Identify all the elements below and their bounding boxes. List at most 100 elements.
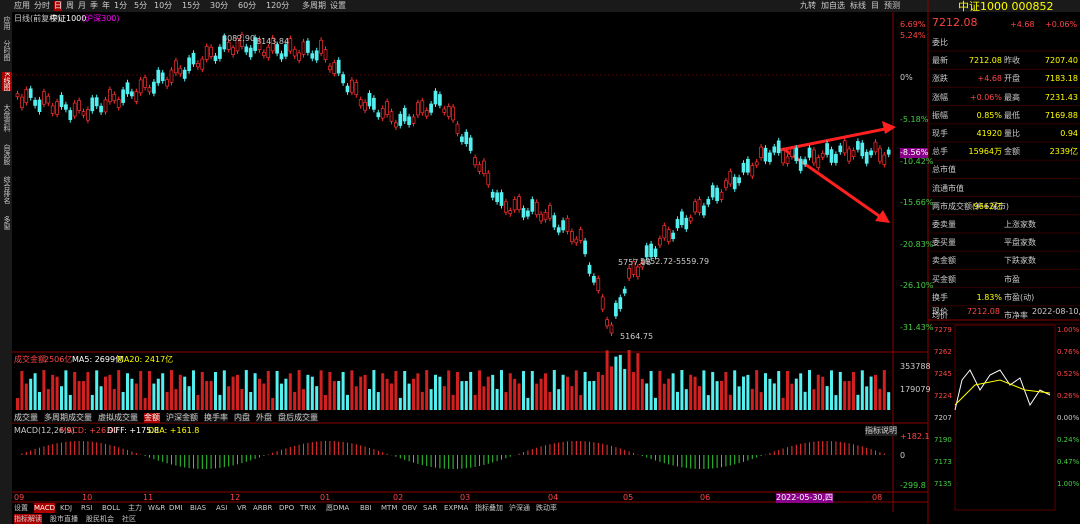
indicator-tab[interactable]: ASI (216, 504, 228, 512)
indicator-tab[interactable]: KDJ (60, 504, 73, 512)
indicator-tab[interactable]: MACD (34, 503, 55, 513)
toolbar-button[interactable]: 加自选 (821, 1, 845, 10)
indicator-tab[interactable]: BIAS (190, 504, 207, 512)
volume-bar (535, 383, 539, 410)
sidebar-tab[interactable]: 大盘资料 (3, 104, 11, 132)
toolbar-button[interactable]: 年 (102, 1, 110, 10)
volume-bar (684, 389, 688, 410)
candle-body (253, 37, 257, 51)
candle-body (152, 81, 156, 94)
volume-tab[interactable]: 多周期成交量 (44, 413, 92, 423)
toolbar-button[interactable]: 15分 (182, 1, 201, 10)
indicator-tab[interactable]: BBI (360, 504, 372, 512)
toolbar-button[interactable]: 60分 (238, 1, 257, 10)
footer-tab[interactable]: 股民机会 (86, 515, 114, 523)
volume-tab[interactable]: 成交量 (14, 413, 38, 423)
candle-body (191, 52, 196, 65)
candle-body (759, 146, 763, 159)
axis-label: +182.1 (900, 432, 930, 441)
indicator-tab[interactable]: W&R (148, 504, 166, 512)
candle-body (77, 100, 81, 111)
mini-axis-label: 7190 (934, 436, 952, 444)
volume-bar (200, 371, 204, 410)
toolbar-button[interactable]: 九转 (800, 1, 816, 10)
toolbar-button[interactable]: 1分 (114, 1, 128, 10)
indicator-tab[interactable]: ARBR (253, 504, 273, 512)
volume-tab[interactable]: 金额 (144, 413, 160, 423)
volume-bar (394, 371, 398, 410)
volume-bar (442, 386, 446, 410)
sidebar-tab[interactable]: 综合排名 (3, 176, 11, 204)
indicator-tab[interactable]: 愿DMA (326, 504, 350, 512)
toolbar-button[interactable]: 多周期 (302, 1, 326, 10)
volume-tab[interactable]: 内盘 (234, 413, 250, 423)
indicator-tab[interactable]: 设置 (14, 504, 28, 512)
quote-label: 最新 (932, 56, 948, 66)
volume-bar (706, 395, 710, 410)
candle-body (314, 50, 319, 61)
toolbar-button[interactable]: 季 (90, 1, 98, 10)
indicator-tab[interactable]: BOLL (102, 504, 120, 512)
indicator-tab[interactable]: RSI (81, 504, 93, 512)
indicator-tab[interactable]: EXPMA (444, 504, 469, 512)
volume-tab[interactable]: 外盘 (256, 413, 272, 423)
volume-bar (728, 394, 732, 410)
toolbar-button[interactable]: 应用 (14, 1, 30, 10)
toolbar-button[interactable]: 30分 (210, 1, 229, 10)
sidebar-tab[interactable]: 应用 (3, 16, 11, 30)
sidebar-tab[interactable]: 分时图 (3, 40, 11, 61)
toolbar-button[interactable]: 5分 (134, 1, 148, 10)
indicator-tab[interactable]: MTM (381, 504, 398, 512)
toolbar-button[interactable]: 月 (78, 1, 86, 10)
toolbar-button[interactable]: 120分 (266, 1, 290, 10)
indicator-tab[interactable]: 沪深通 (509, 504, 530, 512)
toolbar-button[interactable]: 标线 (850, 1, 866, 10)
help-button[interactable]: 指标说明 (865, 426, 897, 436)
candle-body (134, 91, 139, 102)
volume-bar (376, 392, 380, 410)
volume-bar (610, 366, 613, 410)
footer-tab[interactable]: 社区 (122, 515, 136, 523)
price-annotation: 5952.72-5559.79 (640, 257, 710, 266)
volume-bar (552, 370, 556, 410)
toolbar-button[interactable]: 分时 (34, 1, 50, 10)
footer-tab[interactable]: 股市直播 (50, 515, 78, 523)
indicator-tab[interactable]: DPO (279, 504, 295, 512)
volume-tab[interactable]: 沪深金额 (166, 413, 198, 423)
candle-body (121, 89, 125, 103)
candle-body (605, 319, 609, 327)
indicator-tab[interactable]: 跌动率 (536, 504, 557, 512)
volume-tab[interactable]: 换手率 (204, 413, 228, 423)
indicator-tab[interactable]: OBV (402, 504, 417, 512)
volume-bar (90, 394, 94, 410)
volume-bar (249, 392, 253, 410)
sidebar-tab[interactable]: 多窗 (3, 216, 11, 230)
toolbar-button[interactable]: 预测 (884, 1, 900, 10)
volume-bar (583, 371, 587, 410)
toolbar-button[interactable]: 日 (54, 1, 62, 11)
candle-body (737, 177, 741, 184)
candle-body (587, 264, 592, 274)
indicator-tab[interactable]: 主力 (128, 504, 142, 512)
indicator-tab[interactable]: DMI (169, 504, 183, 512)
toolbar-button[interactable]: 目 (871, 1, 879, 10)
indicator-tab[interactable]: 指标叠加 (475, 504, 503, 512)
candle-body (671, 232, 675, 240)
toolbar-button[interactable]: 周 (66, 1, 74, 10)
toolbar-button[interactable]: 设置 (330, 1, 346, 10)
volume-bar (222, 370, 226, 410)
sidebar-tab[interactable]: K线图 (2, 72, 12, 91)
candle-body (156, 69, 161, 84)
candle-body (218, 46, 222, 59)
footer-tab[interactable]: 指标解读 (14, 514, 42, 524)
toolbar-button[interactable]: 10分 (154, 1, 173, 10)
indicator-tab[interactable]: VR (237, 504, 247, 512)
volume-tab[interactable]: 盘后成交量 (278, 413, 318, 423)
candle-body (658, 238, 662, 246)
sidebar-tab[interactable]: 自选股 (3, 144, 11, 165)
volume-tab[interactable]: 虚拟成交量 (98, 413, 138, 423)
volume-bar (51, 374, 55, 410)
indicator-tab[interactable]: TRIX (300, 504, 316, 512)
indicator-tab[interactable]: SAR (423, 504, 438, 512)
